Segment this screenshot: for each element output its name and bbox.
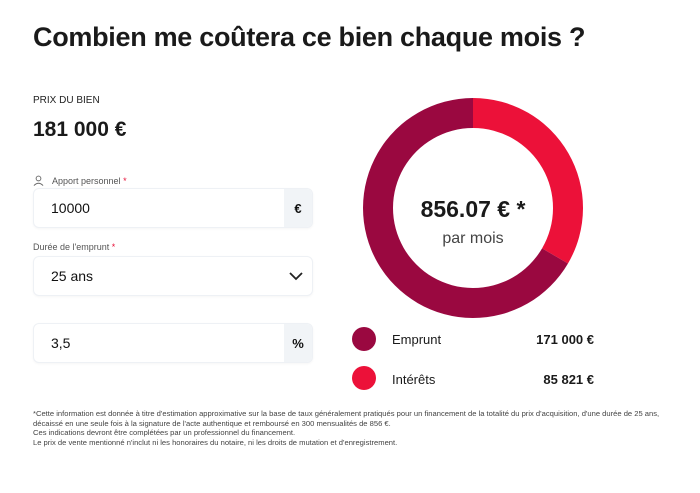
price-value: 181 000 € [33,118,127,141]
donut-slice-interets [473,98,583,264]
donut-chart [363,98,583,318]
monthly-caption: par mois [442,230,504,247]
currency-suffix: € [284,189,312,227]
legend-label-emprunt: Emprunt [392,332,442,347]
legend-dot-interets [352,366,376,390]
apport-label: Apport personnel * [33,175,127,186]
user-icon [33,175,44,186]
footnote: *Cette information est donnée à titre d'… [33,409,660,447]
donut-slice-emprunt [363,98,568,318]
percent-suffix: % [284,324,312,362]
chevron-down-icon [289,271,303,280]
legend-dot-emprunt [352,327,376,351]
duree-select[interactable]: 25 ans [33,256,313,296]
legend-value-emprunt: 171 000 € [536,332,594,347]
monthly-amount: 856.07 € * [420,196,526,222]
apport-input[interactable]: 10000 € [33,188,313,228]
page-title: Combien me coûtera ce bien chaque mois ? [33,22,586,52]
legend-value-interets: 85 821 € [543,372,594,387]
price-label: PRIX DU BIEN [33,95,100,106]
duree-label: Durée de l'emprunt * [33,242,116,252]
legend-label-interets: Intérêts [392,372,436,387]
taux-input[interactable]: 3,5 % [33,323,313,363]
